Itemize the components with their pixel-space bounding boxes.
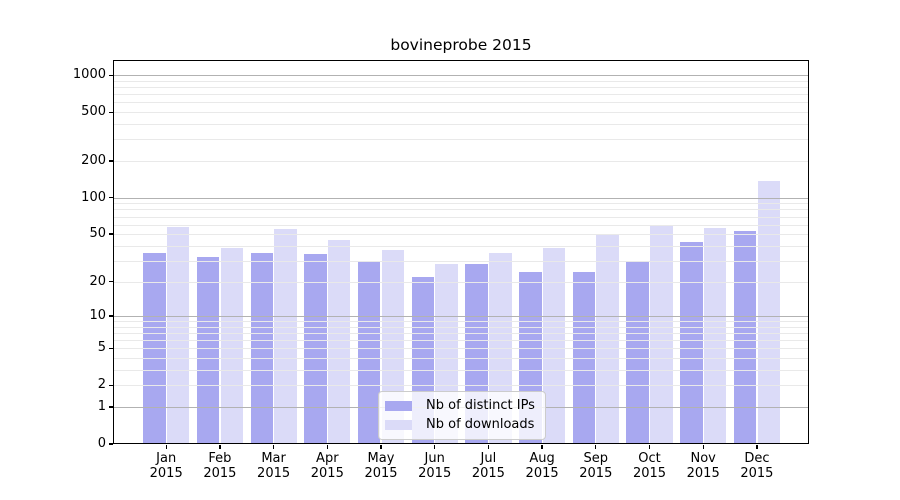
y-tick-label: 1000 — [72, 67, 106, 83]
bar-downloads — [274, 229, 297, 444]
x-tick-mark — [219, 445, 221, 449]
x-tick-label: Jun 2015 — [418, 451, 452, 481]
bar-downloads — [166, 227, 190, 444]
legend-swatch-distinct-ips-icon — [385, 401, 412, 411]
x-tick-label: Sep 2015 — [579, 451, 613, 481]
x-tick-label: Apr 2015 — [310, 451, 344, 481]
bar-distinct-ips — [680, 242, 703, 444]
grid-line-minor — [113, 139, 809, 141]
bar-downloads — [220, 248, 243, 444]
x-tick-mark — [756, 445, 758, 449]
grid-line-minor — [113, 260, 809, 262]
grid-line-minor — [113, 209, 809, 211]
bar-downloads — [650, 226, 673, 444]
bar-distinct-ips — [357, 262, 381, 444]
x-tick-label: Mar 2015 — [257, 451, 291, 481]
bar-downloads — [327, 239, 351, 444]
grid-line-minor — [113, 321, 809, 323]
x-tick-mark — [434, 445, 436, 449]
y-tick-label: 50 — [89, 226, 106, 242]
bar-distinct-ips — [196, 257, 220, 444]
x-tick-mark — [165, 445, 167, 449]
y-tick-label: 5 — [97, 340, 106, 356]
legend-swatch-downloads-icon — [385, 420, 412, 430]
y-tick-label: 20 — [89, 273, 106, 289]
x-tick-label: Feb 2015 — [203, 451, 237, 481]
y-tick-mark — [109, 280, 113, 283]
grid-line-minor — [113, 333, 809, 334]
grid-line-minor — [113, 224, 809, 226]
x-tick-mark — [648, 445, 651, 449]
legend: Nb of distinct IPs Nb of downloads — [378, 391, 546, 440]
grid-line-major — [113, 197, 809, 199]
x-tick-label: Jul 2015 — [471, 451, 505, 481]
grid-line-minor — [113, 326, 809, 328]
y-tick-mark — [109, 384, 113, 387]
y-tick-mark — [109, 443, 113, 445]
grid-line-major — [113, 75, 809, 77]
y-tick-label: 500 — [81, 104, 106, 120]
grid-line-minor — [113, 216, 809, 218]
legend-item-downloads: Nb of downloads — [385, 417, 537, 433]
grid-line-minor — [113, 87, 809, 89]
y-tick-label: 100 — [81, 189, 106, 205]
y-tick-mark — [109, 347, 113, 350]
x-tick-mark — [541, 445, 543, 449]
bar-downloads — [542, 248, 566, 444]
x-tick-mark — [595, 445, 597, 449]
plot-area — [113, 60, 809, 444]
grid-line-minor — [113, 160, 809, 162]
grid-layer — [113, 60, 809, 444]
grid-line-minor — [113, 385, 809, 387]
x-tick-mark — [702, 445, 704, 449]
legend-label-downloads: Nb of downloads — [426, 417, 535, 432]
x-tick-label: Nov 2015 — [686, 451, 720, 481]
grid-line-minor — [113, 80, 809, 82]
grid-line-minor — [113, 245, 809, 247]
x-tick-label: May 2015 — [364, 451, 398, 481]
x-tick-mark — [326, 445, 328, 449]
grid-line-minor — [113, 112, 809, 114]
y-tick-mark — [109, 233, 113, 235]
bar-distinct-ips — [143, 252, 166, 444]
x-tick-label: Dec 2015 — [740, 451, 774, 481]
grid-line-minor — [113, 340, 809, 342]
grid-line-minor — [113, 281, 809, 283]
grid-line-minor — [113, 348, 809, 350]
x-tick-label: Jan 2015 — [149, 451, 183, 481]
bar-downloads — [596, 235, 619, 444]
y-tick-label: 0 — [97, 436, 106, 451]
grid-line-major — [113, 316, 809, 317]
chart-title: bovineprobe 2015 — [390, 36, 532, 54]
y-tick-mark — [109, 315, 113, 317]
grid-line-minor — [113, 234, 809, 236]
x-tick-mark — [487, 445, 490, 449]
grid-line-minor — [113, 358, 809, 360]
y-tick-mark — [109, 160, 113, 162]
y-tick-label: 1 — [97, 399, 106, 414]
y-tick-label: 10 — [89, 308, 106, 323]
grid-line-minor — [113, 370, 809, 371]
grid-line-minor — [113, 124, 809, 125]
x-tick-label: Aug 2015 — [525, 451, 559, 481]
y-tick-label: 2 — [97, 377, 106, 393]
x-tick-mark — [272, 445, 275, 449]
legend-item-distinct-ips: Nb of distinct IPs — [385, 398, 537, 414]
bar-distinct-ips — [733, 231, 757, 444]
x-tick-label: Oct 2015 — [632, 451, 667, 481]
bar-distinct-ips — [250, 252, 273, 444]
legend-label-distinct-ips: Nb of distinct IPs — [426, 398, 535, 413]
y-tick-mark — [109, 74, 113, 76]
grid-line-minor — [113, 203, 809, 205]
y-tick-mark — [109, 406, 113, 408]
bar-distinct-ips — [626, 262, 649, 444]
x-tick-mark — [380, 445, 382, 449]
y-tick-mark — [109, 196, 113, 199]
grid-line-minor — [113, 102, 809, 104]
y-tick-label: 200 — [81, 152, 106, 168]
grid-line-minor — [113, 94, 809, 96]
y-tick-mark — [109, 111, 113, 113]
